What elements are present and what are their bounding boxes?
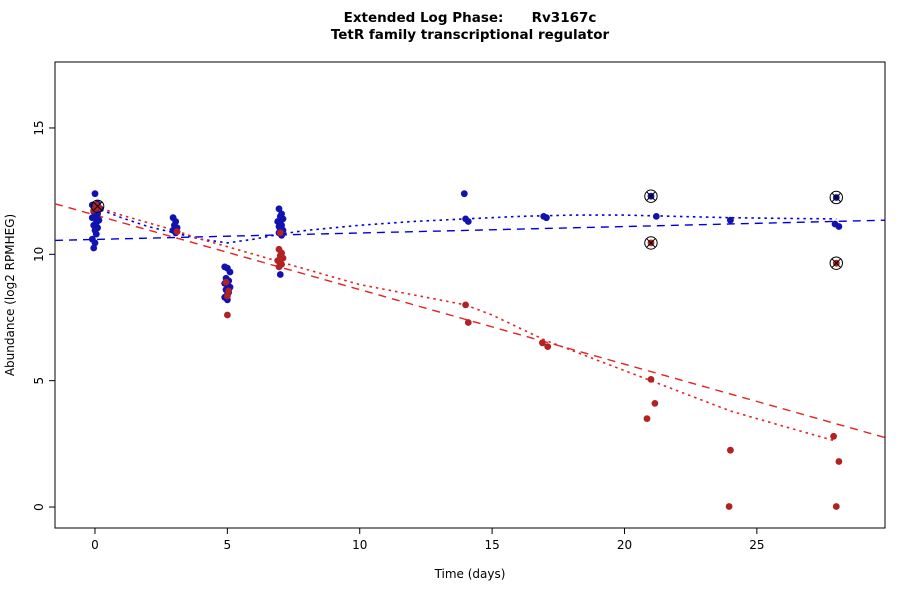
red-series-point <box>173 228 181 236</box>
red-series-point <box>830 432 837 440</box>
blue-series-point <box>460 190 468 198</box>
red-series-point <box>224 292 231 300</box>
y-tick-label: 0 <box>32 503 46 511</box>
blue-lm-dashed <box>54 219 886 242</box>
blue-series-point <box>652 213 660 220</box>
circled-marker-cross <box>831 192 842 203</box>
blue-series-point <box>835 223 843 230</box>
blue-series-point <box>90 244 98 252</box>
x-tick-label: 15 <box>484 538 499 552</box>
plot-area: 0 5 10 15 20 25 0 5 10 15 <box>32 61 886 552</box>
blue-series-point <box>91 239 99 247</box>
red-series-point <box>647 376 655 383</box>
red-series-point <box>464 319 472 326</box>
circled-marker-icon <box>829 190 843 205</box>
blue-series-point <box>727 216 734 224</box>
blue-lowess-dotted <box>94 206 837 244</box>
blue-series-point <box>276 271 284 278</box>
plot-box <box>54 61 886 529</box>
x-tick-label: 25 <box>749 538 764 552</box>
red-series-point <box>544 343 552 350</box>
red-series-point <box>651 400 659 407</box>
x-tick-label: 10 <box>352 538 367 552</box>
y-axis-label: Abundance (log2 RPMHEG) <box>3 214 17 376</box>
blue-series-point <box>464 218 472 225</box>
red-series-point <box>279 254 287 262</box>
red-series-point <box>727 446 734 454</box>
chart-title: Extended Log Phase: Rv3167c <box>344 10 597 26</box>
blue-series-point <box>88 214 96 222</box>
red-series-point <box>643 415 651 422</box>
x-tick-label: 0 <box>91 538 99 552</box>
blue-series-point <box>543 214 550 222</box>
circled-marker-icon <box>644 189 658 203</box>
red-series-point <box>276 229 284 237</box>
circled-marker-icon <box>90 199 105 213</box>
circled-marker-cross <box>646 238 656 248</box>
red-series-point <box>222 278 230 286</box>
chart-subtitle: TetR family transcriptional regulator <box>331 27 610 43</box>
circled-marker-cross <box>646 191 656 201</box>
x-tick-label: 20 <box>617 538 632 552</box>
red-series-point <box>539 339 546 347</box>
red-series-point <box>462 301 469 309</box>
y-tick-label: 5 <box>32 377 46 385</box>
circled-marker-cross <box>831 258 842 268</box>
red-lm-dashed <box>54 203 886 439</box>
blue-series-point <box>92 230 100 238</box>
circled-marker-cross <box>92 201 103 212</box>
red-lowess-dotted <box>94 205 837 443</box>
red-series-point <box>275 263 283 271</box>
red-series-point <box>725 503 733 510</box>
x-tick-label: 5 <box>224 538 232 552</box>
x-axis-label: Time (days) <box>434 567 506 581</box>
red-series-point <box>835 458 843 465</box>
blue-series-point <box>275 205 283 213</box>
y-tick-label: 15 <box>32 120 46 135</box>
circled-marker-icon <box>644 236 658 250</box>
red-series-point <box>224 311 231 319</box>
y-tick-label: 10 <box>32 247 46 262</box>
blue-series-point <box>226 268 234 276</box>
blue-series-point <box>91 190 99 198</box>
circled-marker-icon <box>829 256 843 270</box>
red-series-point <box>832 503 840 510</box>
